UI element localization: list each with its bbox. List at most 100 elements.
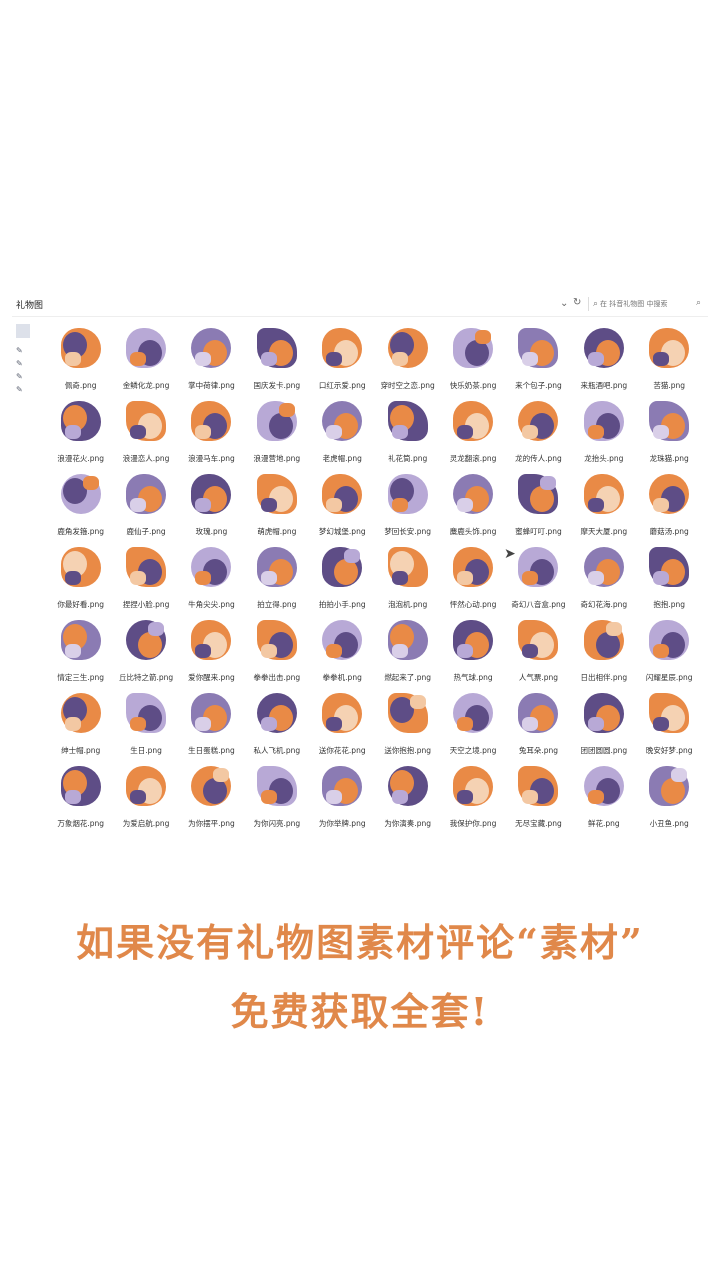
file-item[interactable]: 人气票.png xyxy=(506,614,571,687)
pin-icon[interactable]: ✎ xyxy=(16,372,23,381)
file-item[interactable]: 拍拍小手.png xyxy=(310,541,375,614)
file-item[interactable]: 泡泡机.png xyxy=(375,541,440,614)
file-item[interactable]: 拳拳机.png xyxy=(310,614,375,687)
file-item[interactable]: 拍立得.png xyxy=(244,541,309,614)
file-item[interactable]: 穿时空之恋.png xyxy=(375,322,440,395)
file-name: 拳拳机.png xyxy=(322,673,362,682)
file-item[interactable]: 生日.png xyxy=(113,687,178,760)
file-item[interactable]: 捏捏小脸.png xyxy=(113,541,178,614)
file-item[interactable]: 爱你醒来.png xyxy=(179,614,244,687)
refresh-icon[interactable]: ↻ xyxy=(573,297,582,308)
search-input[interactable] xyxy=(600,300,687,308)
file-item[interactable]: 为你举牌.png xyxy=(310,760,375,833)
pin-icon[interactable]: ✎ xyxy=(16,385,23,394)
thumbnail-shape xyxy=(82,476,99,490)
file-item[interactable]: 为你闪亮.png xyxy=(244,760,309,833)
file-item[interactable]: 浪漫马车.png xyxy=(179,395,244,468)
file-item[interactable]: 为你摆平.png xyxy=(179,760,244,833)
file-item[interactable]: 奇幻花海.png xyxy=(571,541,636,614)
file-item[interactable]: 为爱启航.png xyxy=(113,760,178,833)
file-item[interactable]: 来个包子.png xyxy=(506,322,571,395)
file-item[interactable]: 鹿角发箍.png xyxy=(48,468,113,541)
file-item[interactable]: 奇幻八音盒.png xyxy=(506,541,571,614)
file-item[interactable]: 牛角尖尖.png xyxy=(179,541,244,614)
file-item[interactable]: 苦猫.png xyxy=(637,322,702,395)
file-item[interactable]: 热气球.png xyxy=(440,614,505,687)
thumbnail-shape xyxy=(653,717,670,731)
file-item[interactable]: 金鳞化龙.png xyxy=(113,322,178,395)
file-item[interactable]: 闪耀星辰.png xyxy=(637,614,702,687)
file-item[interactable]: 口红示爱.png xyxy=(310,322,375,395)
thumbnail-shape xyxy=(130,498,147,512)
file-item[interactable]: 蘑菇汤.png xyxy=(637,468,702,541)
file-item[interactable]: 龙珠猫.png xyxy=(637,395,702,468)
file-item[interactable]: 龙抬头.png xyxy=(571,395,636,468)
file-item[interactable]: 礼花筒.png xyxy=(375,395,440,468)
file-item[interactable]: 生日蛋糕.png xyxy=(179,687,244,760)
file-name: 玫瑰.png xyxy=(195,527,228,536)
file-thumbnail xyxy=(510,614,566,670)
file-item[interactable]: 送你花花.png xyxy=(310,687,375,760)
file-item[interactable]: 掌中荷律.png xyxy=(179,322,244,395)
file-item[interactable]: 来瓶酒吧.png xyxy=(571,322,636,395)
file-item[interactable]: 送你抱抱.png xyxy=(375,687,440,760)
file-item[interactable]: 为你演奏.png xyxy=(375,760,440,833)
file-item[interactable]: 麋鹿头饰.png xyxy=(440,468,505,541)
file-item[interactable]: 你最好看.png xyxy=(48,541,113,614)
file-item[interactable]: 快乐奶茶.png xyxy=(440,322,505,395)
file-item[interactable]: 丘比特之箭.png xyxy=(113,614,178,687)
file-name: 你最好看.png xyxy=(57,600,105,609)
file-item[interactable]: 梦回长安.png xyxy=(375,468,440,541)
file-item[interactable]: 鲜花.png xyxy=(571,760,636,833)
file-item[interactable]: 蜜蜂叮叮.png xyxy=(506,468,571,541)
file-item[interactable]: 天空之境.png xyxy=(440,687,505,760)
thumbnail-shape xyxy=(64,717,81,731)
quick-access-icon[interactable] xyxy=(16,324,30,338)
file-item[interactable]: 燃起来了.png xyxy=(375,614,440,687)
file-item[interactable]: 浪漫营地.png xyxy=(244,395,309,468)
file-item[interactable]: 摩天大厦.png xyxy=(571,468,636,541)
file-name: 浪漫营地.png xyxy=(253,454,301,463)
file-item[interactable]: 梦幻城堡.png xyxy=(310,468,375,541)
file-item[interactable]: 浪漫花火.png xyxy=(48,395,113,468)
file-item[interactable]: 抱抱.png xyxy=(637,541,702,614)
file-name: 送你花花.png xyxy=(318,746,366,755)
file-item[interactable]: 情定三生.png xyxy=(48,614,113,687)
file-item[interactable]: 鹿仙子.png xyxy=(113,468,178,541)
search-box[interactable]: ⌕ xyxy=(588,297,693,311)
file-item[interactable]: 团团圆圆.png xyxy=(571,687,636,760)
file-item[interactable]: 拳拳出击.png xyxy=(244,614,309,687)
file-item[interactable]: 怦然心动.png xyxy=(440,541,505,614)
file-thumbnail xyxy=(118,468,174,524)
file-name: 拍拍小手.png xyxy=(318,600,366,609)
file-thumbnail xyxy=(576,541,632,597)
file-item[interactable]: 我保护你.png xyxy=(440,760,505,833)
file-item[interactable]: 兔耳朵.png xyxy=(506,687,571,760)
file-item[interactable]: 浪漫恋人.png xyxy=(113,395,178,468)
file-item[interactable]: 龙的传人.png xyxy=(506,395,571,468)
file-thumbnail xyxy=(445,687,501,743)
file-item[interactable]: 万象烟花.png xyxy=(48,760,113,833)
file-item[interactable]: 日出相伴.png xyxy=(571,614,636,687)
file-item[interactable]: 晚安好梦.png xyxy=(637,687,702,760)
file-item[interactable]: 灵龙翻滚.png xyxy=(440,395,505,468)
file-item[interactable]: 佩奇.png xyxy=(48,322,113,395)
thumbnail-shape xyxy=(260,644,277,658)
file-item[interactable]: 私人飞机.png xyxy=(244,687,309,760)
file-item[interactable]: 国庆发卡.png xyxy=(244,322,309,395)
pin-icon[interactable]: ✎ xyxy=(16,346,23,355)
file-item[interactable]: 老虎帽.png xyxy=(310,395,375,468)
file-item[interactable]: 玫瑰.png xyxy=(179,468,244,541)
pin-icon[interactable]: ✎ xyxy=(16,359,23,368)
thumbnail-shape xyxy=(391,425,408,439)
file-thumbnail xyxy=(118,395,174,451)
file-item[interactable]: 绅士帽.png xyxy=(48,687,113,760)
file-item[interactable]: 小丑鱼.png xyxy=(637,760,702,833)
file-name: 万象烟花.png xyxy=(57,819,105,828)
file-item[interactable]: 无尽宝藏.png xyxy=(506,760,571,833)
file-name: 拳拳出击.png xyxy=(253,673,301,682)
search-submit-icon[interactable]: ⌕ xyxy=(696,298,702,308)
file-item[interactable]: 萌虎帽.png xyxy=(244,468,309,541)
chevron-down-icon[interactable]: ⌄ xyxy=(560,298,569,309)
promo-caption: 如果没有礼物图素材评论“素材” 免费获取全套! xyxy=(0,912,720,1036)
